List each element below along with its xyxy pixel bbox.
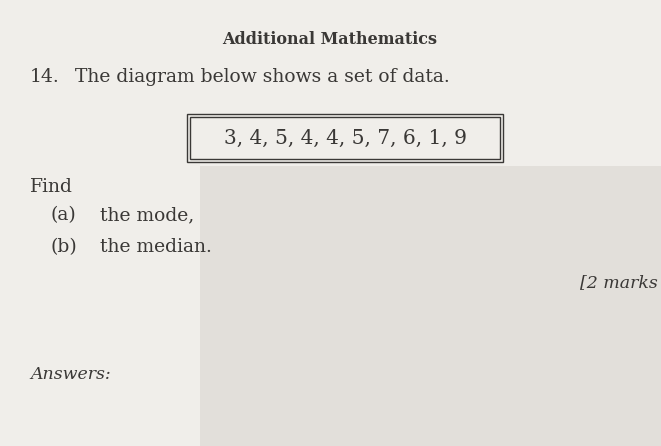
Text: Answers:: Answers: bbox=[30, 366, 111, 383]
Text: Additional Mathematics: Additional Mathematics bbox=[223, 31, 438, 48]
Bar bbox=[200, 166, 661, 446]
Text: The diagram below shows a set of data.: The diagram below shows a set of data. bbox=[75, 68, 449, 86]
Text: the median.: the median. bbox=[100, 238, 212, 256]
Text: 14.: 14. bbox=[30, 68, 59, 86]
Bar bbox=[187, 114, 503, 162]
Text: [2 marks: [2 marks bbox=[580, 274, 658, 291]
Text: Find: Find bbox=[30, 178, 73, 196]
Text: (b): (b) bbox=[50, 238, 77, 256]
Bar bbox=[190, 117, 500, 159]
Text: 3, 4, 5, 4, 4, 5, 7, 6, 1, 9: 3, 4, 5, 4, 4, 5, 7, 6, 1, 9 bbox=[223, 128, 467, 148]
Text: the mode,: the mode, bbox=[100, 206, 194, 224]
Text: (a): (a) bbox=[50, 206, 76, 224]
